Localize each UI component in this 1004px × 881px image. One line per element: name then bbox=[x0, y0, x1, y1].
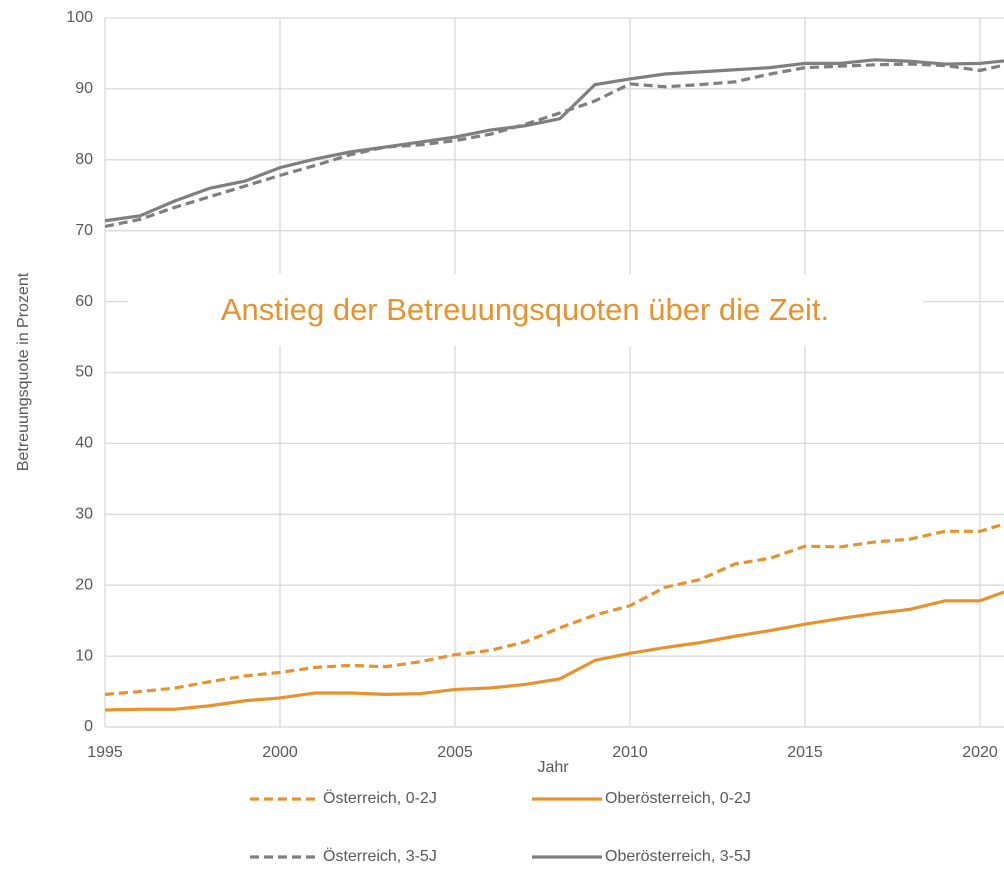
annotation-box bbox=[128, 274, 923, 346]
x-tick-label: 2010 bbox=[612, 744, 648, 761]
legend-label: Österreich, 0-2J bbox=[323, 789, 437, 807]
y-tick-label: 100 bbox=[66, 9, 93, 26]
y-tick-label: 60 bbox=[75, 293, 93, 310]
x-tick-label: 2005 bbox=[437, 744, 473, 761]
y-tick-label: 80 bbox=[75, 151, 93, 168]
legend-label: Österreich, 3-5J bbox=[323, 847, 437, 865]
y-tick-label: 30 bbox=[75, 506, 93, 523]
y-tick-label: 90 bbox=[75, 80, 93, 97]
legend-label: Oberösterreich, 3-5J bbox=[605, 848, 751, 865]
x-tick-label: 1995 bbox=[87, 744, 123, 761]
y-axis-label: Betreuungsquote in Prozent bbox=[15, 272, 32, 471]
x-tick-label: 2015 bbox=[787, 744, 823, 761]
y-tick-label: 10 bbox=[75, 647, 93, 664]
y-tick-label: 50 bbox=[75, 364, 93, 381]
series-line bbox=[105, 522, 1004, 696]
x-tick-label: 2020 bbox=[962, 744, 998, 761]
series-line bbox=[105, 58, 1004, 223]
y-tick-label: 0 bbox=[84, 718, 93, 735]
legend-label: Oberösterreich, 0-2J bbox=[605, 790, 751, 807]
y-tick-label: 20 bbox=[75, 576, 93, 593]
series-line bbox=[105, 62, 1004, 229]
series-line bbox=[105, 590, 1004, 712]
annotation: Anstieg der Betreuungsquoten über die Ze… bbox=[221, 292, 829, 327]
x-tick-label: 2000 bbox=[262, 744, 298, 761]
y-tick-label: 70 bbox=[75, 222, 93, 239]
x-axis-label: Jahr bbox=[537, 759, 569, 776]
y-tick-label: 40 bbox=[75, 435, 93, 452]
